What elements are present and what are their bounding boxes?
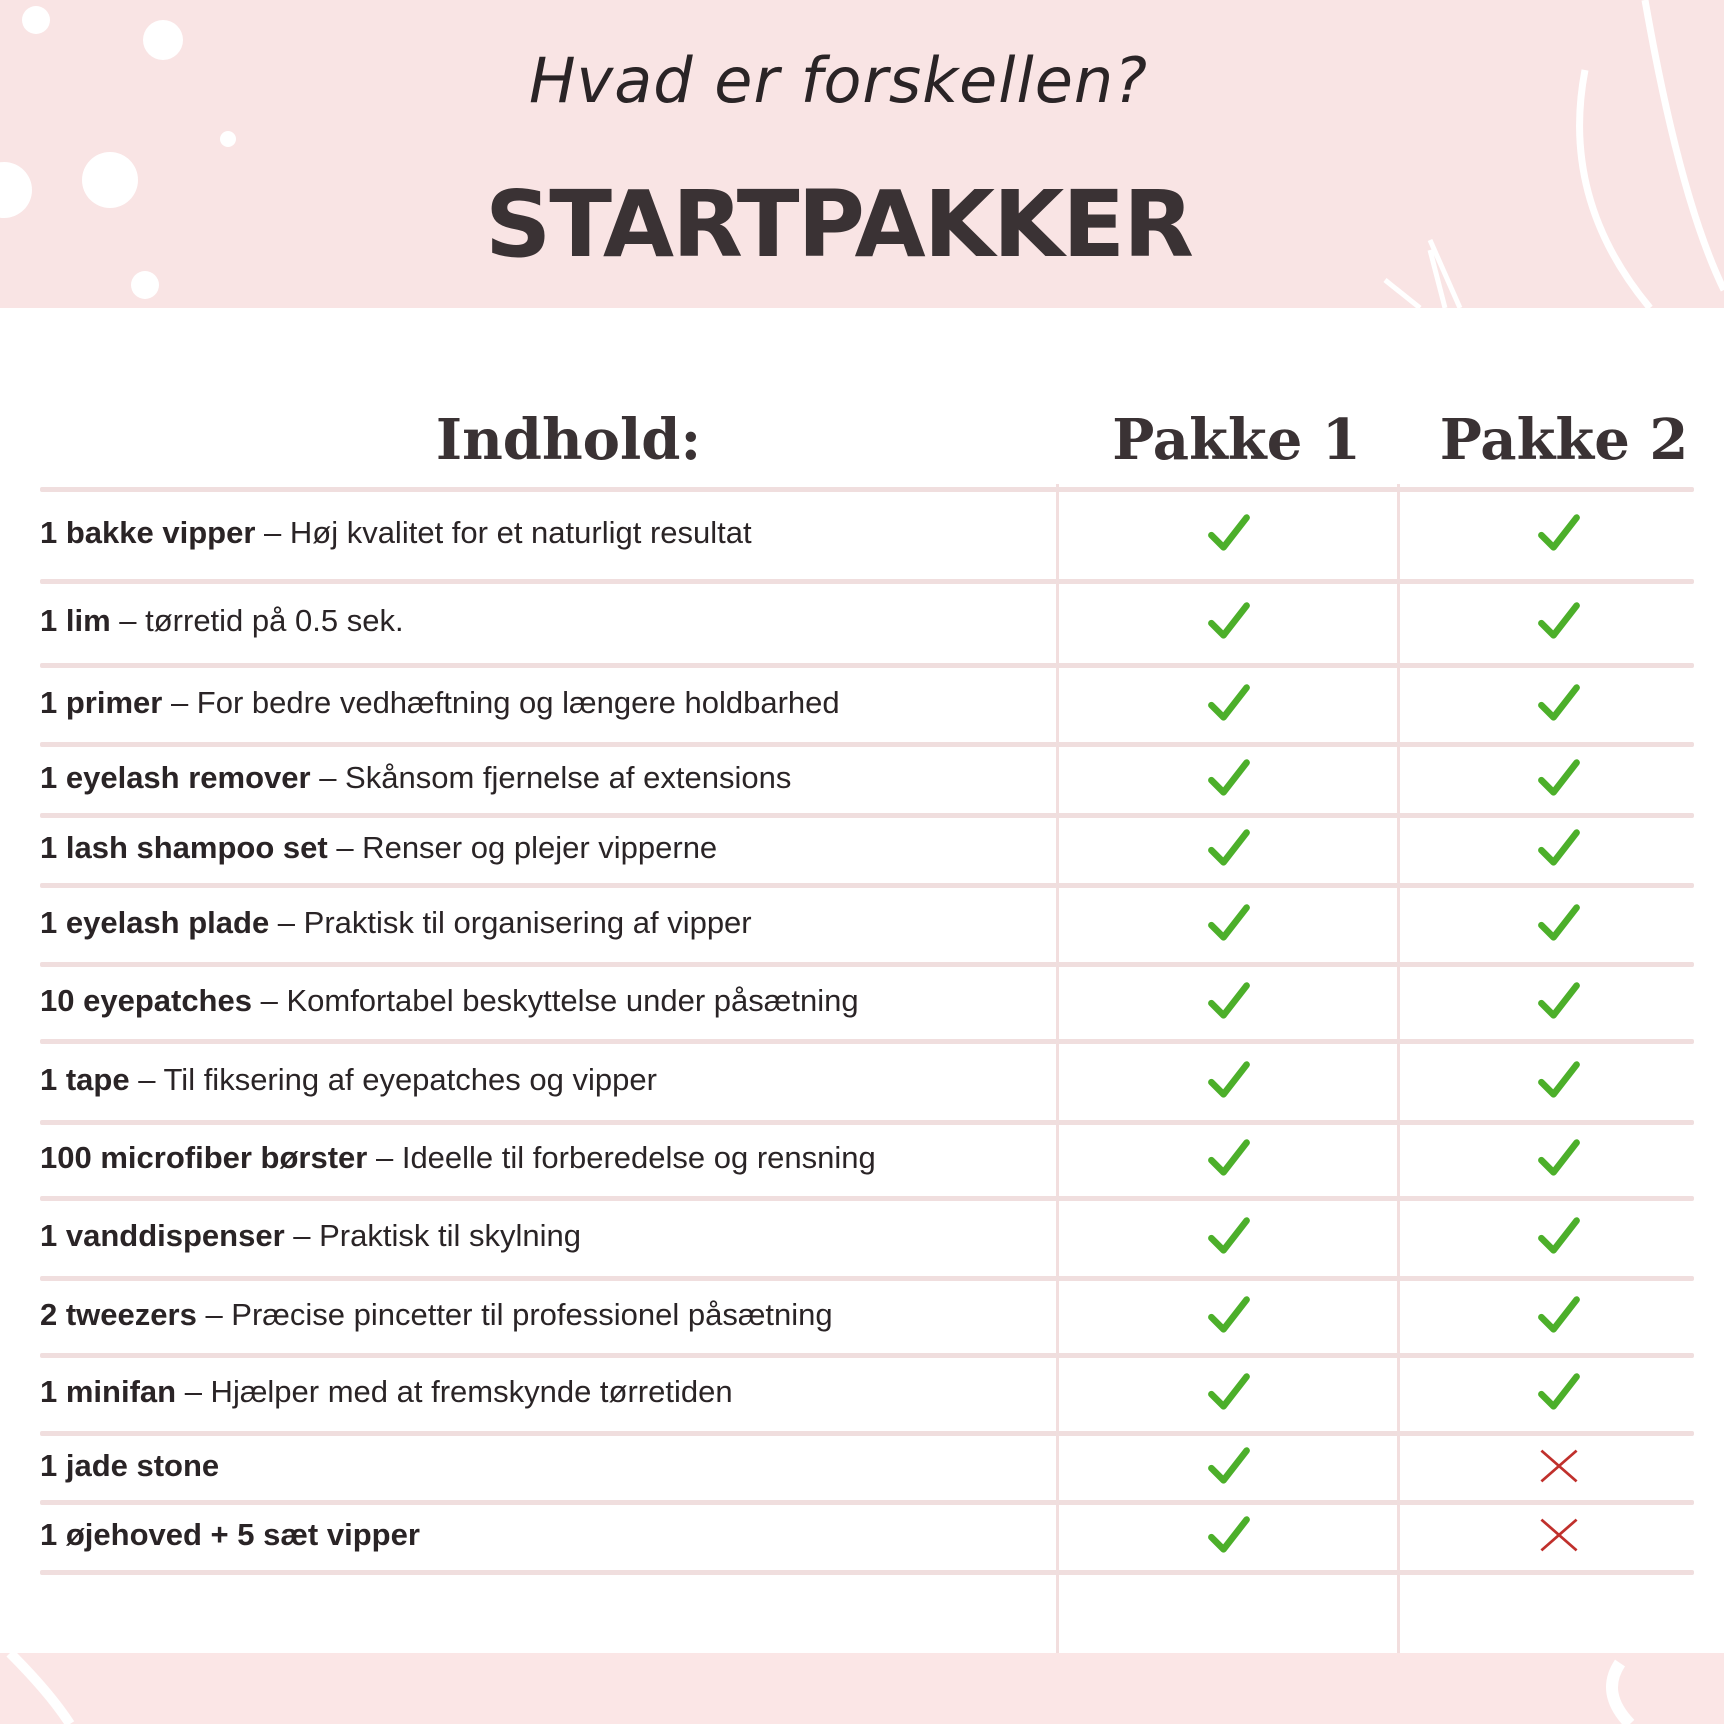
item-description: – Skånsom fjernelse af extensions [310, 759, 792, 795]
item-name: 1 bakke vipper [40, 515, 256, 550]
cross-icon [1537, 1513, 1581, 1557]
check-icon [1537, 681, 1581, 725]
item-description: – Renser og plejer vipperne [327, 830, 718, 865]
item-name: 1 eyelash remover [40, 759, 311, 795]
item-name: 1 minifan [40, 1374, 177, 1409]
table-row: 1 jade stone [40, 1446, 219, 1486]
check-icon [1207, 1058, 1251, 1102]
column-divider [1397, 484, 1400, 1653]
check-icon [1207, 979, 1251, 1023]
item-name: 1 lim [40, 603, 111, 638]
check-icon [1207, 511, 1251, 555]
page-title: STARTPAKKER [485, 171, 1194, 278]
check-icon [1207, 1214, 1251, 1258]
check-icon [1207, 1444, 1251, 1488]
item-name: 100 microfiber børster [40, 1140, 368, 1175]
check-icon [1537, 1058, 1581, 1102]
check-icon [1537, 511, 1581, 555]
row-divider [40, 1276, 1694, 1281]
item-name: 1 tape [40, 1061, 130, 1097]
column-header-pakke-2: Pakke 2 [1439, 407, 1689, 473]
check-icon [1537, 826, 1581, 870]
item-description: – tørretid på 0.5 sek. [110, 603, 404, 638]
table-row: 1 lim – tørretid på 0.5 sek. [40, 601, 404, 641]
table-row: 1 vanddispenser – Praktisk til skylning [40, 1216, 581, 1256]
table-row: 100 microfiber børster – Ideelle til for… [40, 1138, 876, 1178]
check-icon [1207, 756, 1251, 800]
check-icon [1207, 826, 1251, 870]
check-icon [1207, 901, 1251, 945]
row-divider [40, 883, 1694, 888]
check-icon [1207, 599, 1251, 643]
row-divider [40, 962, 1694, 967]
item-description: – Ideelle til forberedelse og rensning [367, 1140, 876, 1175]
row-divider [40, 1039, 1694, 1044]
check-icon [1207, 1293, 1251, 1337]
row-divider [40, 579, 1694, 584]
column-divider [1056, 484, 1059, 1653]
check-icon [1207, 681, 1251, 725]
table-row: 1 minifan – Hjælper med at fremskynde tø… [40, 1372, 733, 1412]
table-row: 1 tape – Til fiksering af eyepatches og … [40, 1060, 657, 1100]
item-name: 1 eyelash plade [40, 904, 270, 940]
check-icon [1537, 1136, 1581, 1180]
row-divider [40, 742, 1694, 747]
check-icon [1207, 1513, 1251, 1557]
header-banner: Hvad er forskellen? STARTPAKKER [0, 0, 1724, 308]
decor-shapes [6, 1653, 1635, 1724]
item-description: – Høj kvalitet for et naturligt resultat [255, 515, 752, 550]
check-icon [1537, 979, 1581, 1023]
cross-icon [1537, 1444, 1581, 1488]
item-name: 1 jade stone [40, 1447, 220, 1483]
row-divider [40, 1120, 1694, 1125]
column-header-contents: Indhold: [435, 407, 702, 473]
item-name: 1 lash shampoo set [40, 830, 328, 865]
check-icon [1537, 756, 1581, 800]
check-icon [1207, 1370, 1251, 1414]
check-icon [1537, 1293, 1581, 1337]
item-description: – Hjælper med at fremskynde tørretiden [176, 1374, 733, 1409]
table-row: 1 øjehoved + 5 sæt vipper [40, 1515, 420, 1555]
table-row: 1 bakke vipper – Høj kvalitet for et nat… [40, 513, 752, 553]
item-name: 2 tweezers [40, 1296, 197, 1332]
item-description: – Praktisk til organisering af vipper [269, 904, 752, 940]
row-divider [40, 813, 1694, 818]
item-name: 10 eyepatches [40, 982, 252, 1018]
item-name: 1 primer [40, 684, 163, 720]
row-divider [40, 663, 1694, 668]
item-name: 1 vanddispenser [40, 1218, 285, 1253]
table-row: 10 eyepatches – Komfortabel beskyttelse … [40, 981, 859, 1021]
footer-banner [0, 1653, 1724, 1724]
subtitle: Hvad er forskellen? [528, 44, 1149, 117]
item-description: – Praktisk til skylning [284, 1218, 581, 1253]
table-row: 2 tweezers – Præcise pincetter til profe… [40, 1295, 833, 1335]
row-divider [40, 1570, 1694, 1575]
check-icon [1537, 1214, 1581, 1258]
row-divider [40, 1196, 1694, 1201]
check-icon [1207, 1136, 1251, 1180]
row-divider [40, 487, 1694, 492]
row-divider [40, 1353, 1694, 1358]
item-description: – Til fiksering af eyepatches og vipper [129, 1061, 657, 1097]
table-row: 1 eyelash plade – Praktisk til organiser… [40, 903, 752, 943]
table-row: 1 primer – For bedre vedhæftning og læng… [40, 683, 840, 723]
row-divider [40, 1500, 1694, 1505]
item-description: – Præcise pincetter til professionel pås… [196, 1296, 833, 1332]
table-row: 1 eyelash remover – Skånsom fjernelse af… [40, 758, 791, 798]
item-description: – Komfortabel beskyttelse under påsætnin… [251, 982, 859, 1018]
check-icon [1537, 901, 1581, 945]
row-divider [40, 1431, 1694, 1436]
item-description: – For bedre vedhæftning og længere holdb… [162, 684, 840, 720]
check-icon [1537, 599, 1581, 643]
item-name: 1 øjehoved + 5 sæt vipper [40, 1517, 420, 1552]
decor-shapes [0, 0, 1724, 308]
table-row: 1 lash shampoo set – Renser og plejer vi… [40, 828, 717, 868]
check-icon [1537, 1370, 1581, 1414]
column-header-pakke-1: Pakke 1 [1112, 407, 1361, 473]
